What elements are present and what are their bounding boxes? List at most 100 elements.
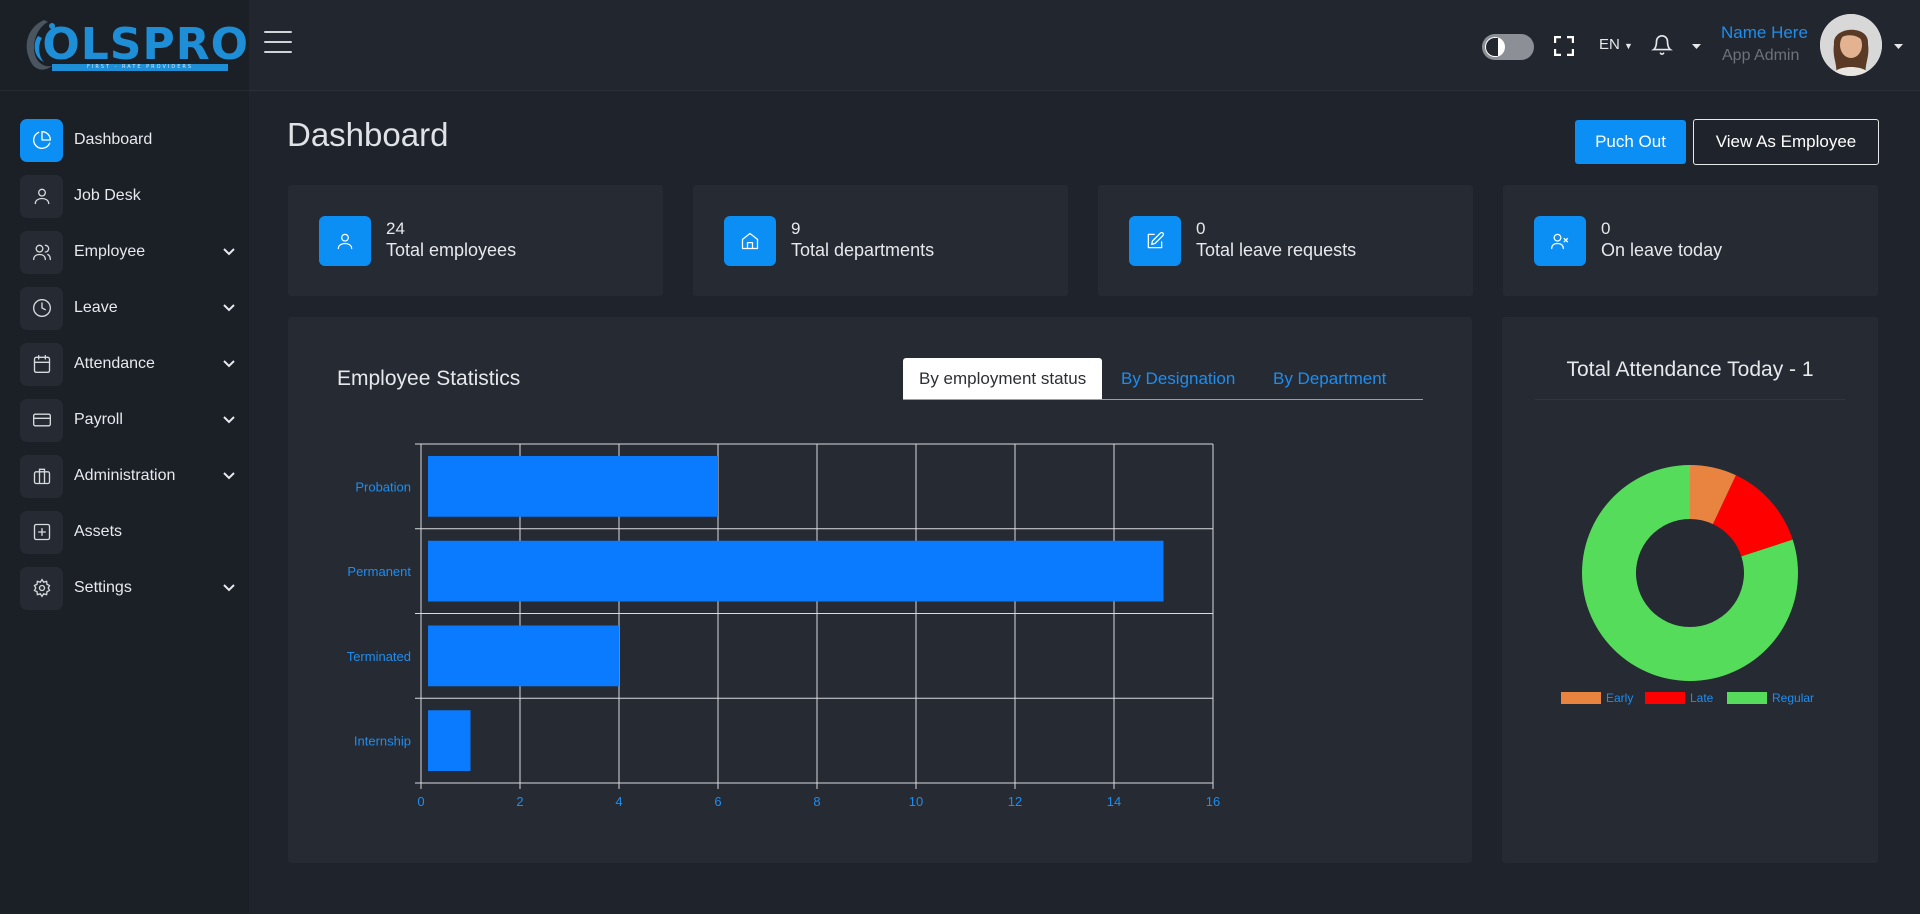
tab-by-department[interactable]: By Department [1273, 369, 1387, 388]
sidebar-item-label: Leave [74, 299, 118, 316]
x-tick-label: 16 [1206, 794, 1220, 809]
bar-probation [428, 456, 718, 517]
employee-statistics-title: Employee Statistics [337, 367, 521, 390]
stat-card-on-leave-today: 0 On leave today [1503, 185, 1878, 296]
caret-down-icon[interactable] [1894, 44, 1903, 50]
sidebar-item-label: Dashboard [74, 131, 153, 148]
pie-chart-icon [20, 118, 63, 162]
stat-label: Total employees [386, 240, 517, 260]
attendance-card: Total Attendance Today - 1 Early Late Regu… [1502, 317, 1878, 863]
page-title: Dashboard [287, 116, 449, 153]
y-category-label: Probation [355, 479, 411, 494]
x-tick-label: 8 [813, 794, 820, 809]
sidebar-item-attendance[interactable]: Attendance [20, 342, 236, 386]
legend-label: Early [1606, 691, 1633, 705]
sidebar-item-label: Attendance [74, 355, 155, 372]
y-category-label: Internship [354, 734, 411, 749]
credit-card-icon [20, 398, 63, 442]
x-tick-label: 0 [417, 794, 424, 809]
avatar[interactable] [1820, 14, 1882, 76]
bell-icon[interactable] [1651, 34, 1673, 56]
employment-status-bar-chart: 0 2 4 6 8 10 12 14 16 Probation Permanent Terminate… [347, 443, 1220, 809]
chevron-down-icon [223, 584, 235, 592]
briefcase-icon [20, 454, 63, 498]
stat-value: 0 [1196, 219, 1206, 238]
stat-label: On leave today [1601, 240, 1723, 260]
employee-statistics-card: Employee Statistics By employment status… [288, 317, 1472, 863]
legend-swatch [1561, 692, 1601, 704]
statistics-tabs: By employment status By Designation By D… [903, 358, 1423, 400]
view-as-employee-button[interactable]: View As Employee [1693, 119, 1879, 165]
stat-value: 0 [1601, 219, 1611, 238]
language-label: EN [1599, 36, 1620, 53]
fullscreen-icon[interactable] [1554, 36, 1574, 56]
tab-by-designation[interactable]: By Designation [1121, 369, 1236, 388]
sidebar-item-label: Payroll [74, 411, 123, 428]
user-icon [319, 216, 371, 266]
divider [1535, 399, 1845, 400]
user-x-icon [1534, 216, 1586, 266]
user-name[interactable]: Name Here [1721, 23, 1808, 42]
user-icon [20, 174, 63, 218]
language-selector[interactable]: EN ▼ [1599, 36, 1633, 53]
sidebar-item-job-desk[interactable]: Job Desk [20, 174, 236, 218]
calendar-icon [20, 342, 63, 386]
legend-label: Late [1690, 691, 1714, 705]
sidebar-item-settings[interactable]: Settings [20, 566, 236, 610]
dark-mode-toggle[interactable] [1482, 34, 1534, 60]
sidebar-item-label: Employee [74, 243, 146, 260]
legend-swatch [1645, 692, 1685, 704]
slice-late [1712, 475, 1793, 557]
x-tick-label: 6 [714, 794, 721, 809]
tab-by-employment-status[interactable]: By employment status [903, 358, 1103, 399]
users-icon [20, 230, 63, 274]
sidebar-item-payroll[interactable]: Payroll [20, 398, 236, 442]
legend-swatch [1727, 692, 1767, 704]
chevron-down-icon [223, 472, 235, 480]
moon-icon [1485, 37, 1505, 57]
sidebar-item-leave[interactable]: Leave [20, 286, 236, 330]
slice-early [1690, 465, 1736, 525]
topbar: EN ▼ Name Here App Admin [249, 0, 1920, 91]
gear-icon [20, 566, 63, 610]
sidebar-item-employee[interactable]: Employee [20, 230, 236, 274]
clock-icon [20, 286, 63, 330]
edit-icon [1129, 216, 1181, 266]
sidebar-item-label: Job Desk [74, 187, 141, 204]
attendance-donut-chart: Early Late Regular [1561, 465, 1814, 705]
x-tick-label: 10 [909, 794, 923, 809]
sidebar-item-label: Settings [74, 579, 132, 596]
legend-label: Regular [1772, 691, 1814, 705]
x-tick-label: 14 [1107, 794, 1121, 809]
caret-down-icon: ▼ [1624, 41, 1633, 51]
stat-card-total-leave-requests: 0 Total leave requests [1098, 185, 1473, 296]
chevron-down-icon [223, 360, 235, 368]
user-role: App Admin [1722, 47, 1800, 64]
bar-permanent [428, 540, 1164, 602]
chevron-down-icon [223, 416, 235, 424]
caret-down-icon[interactable] [1692, 44, 1701, 50]
chevron-down-icon [223, 248, 235, 256]
sidebar-item-dashboard[interactable]: Dashboard [20, 118, 236, 162]
stat-label: Total departments [791, 240, 935, 260]
sidebar-nav: Dashboard Job Desk Employee Leave [0, 91, 249, 610]
chevron-down-icon [223, 304, 235, 312]
sidebar-item-label: Assets [74, 523, 123, 540]
stat-value: 9 [791, 219, 801, 238]
y-category-label: Terminated [347, 649, 411, 664]
logo-text: OLSPRO [42, 19, 249, 70]
sidebar-item-assets[interactable]: Assets [20, 510, 236, 554]
sidebar: OLSPRO FIRST - RATE PROVIDERS Dashboard … [0, 0, 249, 914]
bar-internship [428, 710, 471, 771]
x-tick-label: 12 [1008, 794, 1022, 809]
logo-swoosh-icon [18, 14, 55, 76]
stat-card-total-departments: 9 Total departments [693, 185, 1068, 296]
punch-out-button[interactable]: Puch Out [1575, 120, 1686, 164]
stat-value: 24 [386, 219, 405, 238]
sidebar-item-administration[interactable]: Administration [20, 454, 236, 498]
stat-label: Total leave requests [1196, 240, 1357, 260]
y-category-label: Permanent [347, 564, 411, 579]
menu-toggle-icon[interactable] [264, 31, 292, 55]
attendance-title: Total Attendance Today - 1 [1566, 358, 1814, 381]
brand-logo[interactable]: OLSPRO FIRST - RATE PROVIDERS [0, 0, 249, 91]
